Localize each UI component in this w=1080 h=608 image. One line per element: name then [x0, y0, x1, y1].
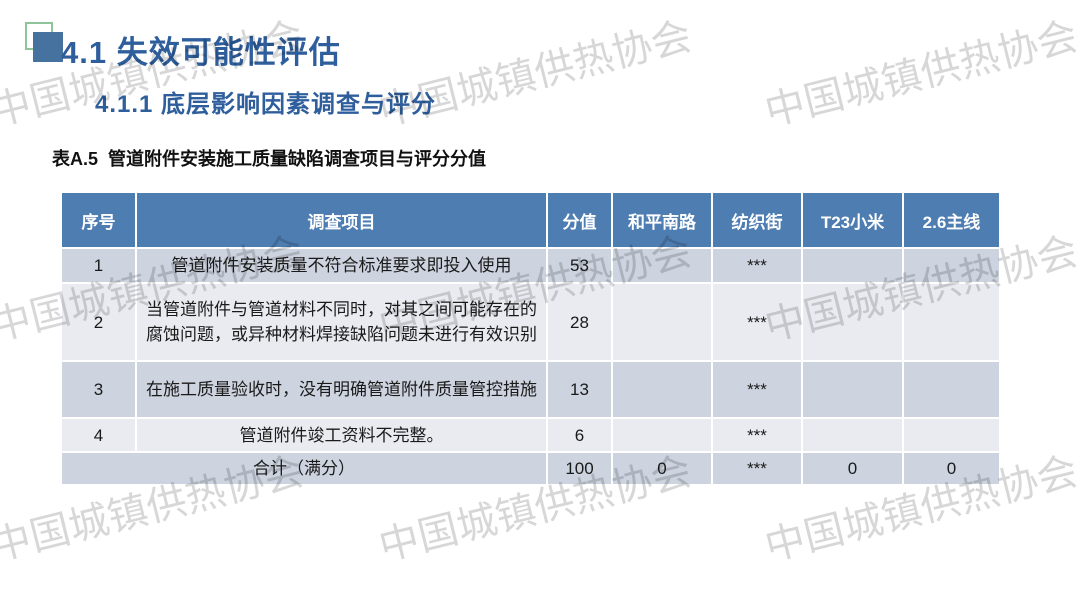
cell-fangzhijie: *** — [713, 419, 801, 451]
cell-hepingnanlu — [613, 249, 711, 282]
cell-score: 13 — [548, 362, 611, 417]
cell-score: 6 — [548, 419, 611, 451]
cell-total-score: 100 — [548, 453, 611, 484]
cell-index: 4 — [62, 419, 135, 451]
cell-t23xiaomi — [803, 284, 902, 360]
cell-hepingnanlu — [613, 419, 711, 451]
cell-fangzhijie: *** — [713, 284, 801, 360]
cell-26-mainline — [904, 419, 999, 451]
section-subtitle: 4.1.1 底层影响因素调查与评分 — [95, 91, 437, 118]
cell-total-label: 合计（满分） — [62, 453, 546, 484]
cell-26-mainline — [904, 362, 999, 417]
cell-26-mainline — [904, 249, 999, 282]
table-row: 4 管道附件竣工资料不完整。 6 *** — [62, 419, 999, 451]
cell-hepingnanlu — [613, 362, 711, 417]
cell-total-hepingnanlu: 0 — [613, 453, 711, 484]
cell-item: 管道附件安装质量不符合标准要求即投入使用 — [137, 249, 546, 282]
page-title: 4.1 失效可能性评估 — [61, 35, 341, 70]
cell-total-26-mainline: 0 — [904, 453, 999, 484]
table-row: 1 管道附件安装质量不符合标准要求即投入使用 53 *** — [62, 249, 999, 282]
column-header-index: 序号 — [62, 193, 135, 247]
cell-t23xiaomi — [803, 249, 902, 282]
cell-item: 在施工质量验收时，没有明确管道附件质量管控措施 — [137, 362, 546, 417]
cell-fangzhijie: *** — [713, 362, 801, 417]
column-header-fangzhijie: 纺织街 — [713, 193, 801, 247]
cell-index: 2 — [62, 284, 135, 360]
table-row: 2 当管道附件与管道材料不同时，对其之间可能存在的腐蚀问题，或异种材料焊接缺陷问… — [62, 284, 999, 360]
column-header-hepingnanlu: 和平南路 — [613, 193, 711, 247]
cell-score: 53 — [548, 249, 611, 282]
column-header-score: 分值 — [548, 193, 611, 247]
column-header-t23xiaomi: T23小米 — [803, 193, 902, 247]
cell-item: 当管道附件与管道材料不同时，对其之间可能存在的腐蚀问题，或异种材料焊接缺陷问题未… — [137, 284, 546, 360]
cell-total-t23xiaomi: 0 — [803, 453, 902, 484]
cell-hepingnanlu — [613, 284, 711, 360]
cell-t23xiaomi — [803, 419, 902, 451]
cell-index: 1 — [62, 249, 135, 282]
table-total-row: 合计（满分） 100 0 *** 0 0 — [62, 453, 999, 484]
table-header-row: 序号 调查项目 分值 和平南路 纺织街 T23小米 2.6主线 — [62, 193, 999, 247]
decor-blue-square — [33, 32, 63, 62]
column-header-26-mainline: 2.6主线 — [904, 193, 999, 247]
cell-26-mainline — [904, 284, 999, 360]
survey-table: 序号 调查项目 分值 和平南路 纺织街 T23小米 2.6主线 1 管道附件安装… — [60, 191, 1001, 486]
table-row: 3 在施工质量验收时，没有明确管道附件质量管控措施 13 *** — [62, 362, 999, 417]
cell-index: 3 — [62, 362, 135, 417]
cell-t23xiaomi — [803, 362, 902, 417]
cell-fangzhijie: *** — [713, 249, 801, 282]
cell-score: 28 — [548, 284, 611, 360]
column-header-item: 调查项目 — [137, 193, 546, 247]
cell-item: 管道附件竣工资料不完整。 — [137, 419, 546, 451]
cell-total-fangzhijie: *** — [713, 453, 801, 484]
table-caption: 表A.5 管道附件安装施工质量缺陷调查项目与评分分值 — [52, 149, 487, 169]
watermark-text: 中国城镇供热协会 — [760, 14, 1080, 135]
